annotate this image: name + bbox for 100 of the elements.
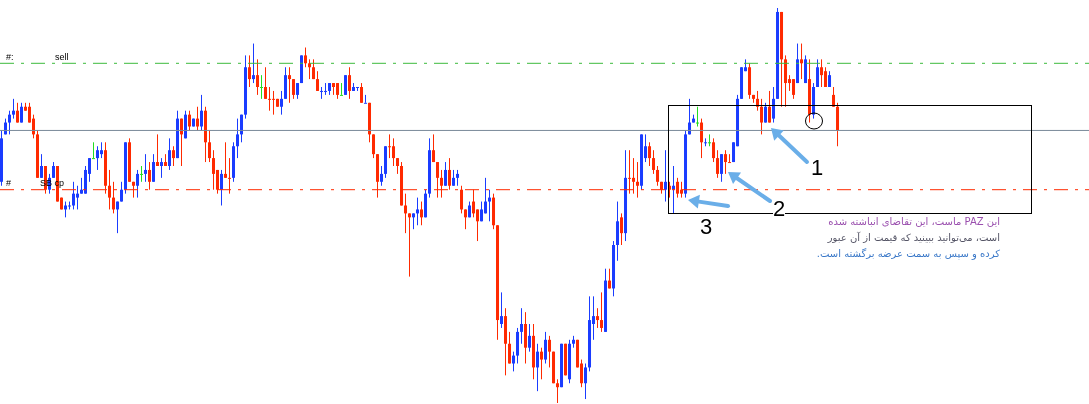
candlestick [360, 82, 364, 104]
candlestick [764, 102, 768, 124]
annotation: این PAZ ماست، این تقاضای انباشته شده [828, 216, 1000, 228]
candlestick [444, 161, 448, 187]
candlestick [252, 43, 256, 84]
candlestick [320, 86, 324, 100]
candlestick [616, 201, 620, 262]
annotation: sell [55, 52, 69, 63]
candlestick [720, 153, 724, 183]
candlestick [520, 307, 524, 345]
candlestick [636, 161, 640, 199]
candlestick [316, 70, 320, 92]
candlestick [460, 185, 464, 214]
candlestick [836, 102, 840, 147]
candlestick [188, 110, 191, 131]
candlestick [284, 66, 288, 100]
annotation: #: [6, 52, 14, 63]
candlestick [92, 141, 95, 160]
candlestick [488, 189, 492, 222]
annotation: 1 [811, 155, 824, 182]
candlestick [248, 54, 252, 88]
candlestick [364, 94, 368, 104]
candlestick [584, 363, 588, 400]
candlestick [152, 153, 155, 183]
candlestick [208, 129, 212, 163]
candlestick [620, 212, 624, 246]
annotation: # [6, 178, 12, 189]
candlestick [140, 165, 143, 183]
candlestick [160, 157, 163, 179]
candlestick [528, 323, 532, 353]
annotation: 3 [700, 214, 713, 241]
candlestick [724, 149, 728, 175]
candlestick [260, 74, 264, 100]
candlestick [548, 335, 552, 368]
candlestick [712, 137, 716, 163]
candlestick [156, 133, 159, 167]
candlestick [544, 331, 548, 364]
candlestick [648, 141, 652, 167]
annotation: 2 [773, 196, 786, 223]
candlestick [656, 165, 660, 187]
candlestick [304, 47, 308, 68]
candlestick [224, 141, 228, 179]
candlestick [280, 90, 284, 116]
candlestick [768, 90, 772, 124]
candlestick [760, 98, 764, 135]
candlestick [816, 58, 820, 88]
candlestick [40, 153, 43, 179]
candlestick [696, 106, 700, 127]
candlestick [500, 291, 504, 329]
candlestick [172, 145, 175, 167]
candlestick [240, 114, 244, 143]
candlestick [120, 181, 123, 203]
candlestick [76, 185, 79, 210]
candlestick [72, 181, 75, 210]
candlestick [600, 291, 604, 333]
candlestick [264, 66, 268, 100]
candlestick [432, 133, 436, 163]
candlestick [512, 351, 516, 372]
candlestick [340, 82, 344, 96]
candlestick [200, 94, 203, 131]
candlestick [236, 118, 240, 159]
candlestick [196, 106, 199, 131]
candlestick [416, 197, 420, 226]
candlestick [772, 86, 776, 124]
candlestick [96, 145, 99, 171]
candlestick [372, 133, 376, 159]
candlestick [508, 331, 512, 364]
candlestick [708, 133, 712, 147]
candlestick [800, 43, 804, 80]
candlestick [220, 169, 224, 206]
candlestick [16, 102, 19, 124]
candlestick [424, 189, 428, 218]
candlestick [716, 149, 720, 179]
candlestick [380, 165, 384, 187]
candlestick [524, 311, 528, 364]
candlestick [256, 58, 260, 96]
candlestick [212, 149, 216, 191]
candlestick [144, 153, 147, 183]
candlestick [832, 86, 836, 108]
candlestick [792, 78, 796, 100]
candlestick [420, 201, 424, 226]
candlestick [556, 378, 560, 404]
candlestick [20, 102, 23, 124]
annotation: کرده و سپس به سمت عرضه برگشته است. [816, 248, 1000, 260]
candlestick [8, 110, 11, 135]
candlestick [388, 133, 392, 159]
candlestick [168, 137, 171, 171]
candlestick [136, 169, 139, 199]
candlestick [288, 66, 292, 104]
candlestick [804, 54, 808, 84]
candlestick [652, 149, 656, 175]
candlestick [596, 307, 600, 329]
candlestick [540, 347, 544, 380]
annotation: است، می‌توانید ببینید که قیمت از آن عبور [827, 232, 1000, 244]
candlestick [728, 153, 732, 164]
candlestick [464, 208, 468, 230]
candlestick [268, 86, 272, 112]
candlestick [12, 98, 15, 120]
candlestick [516, 327, 520, 364]
candlestick [392, 137, 396, 167]
